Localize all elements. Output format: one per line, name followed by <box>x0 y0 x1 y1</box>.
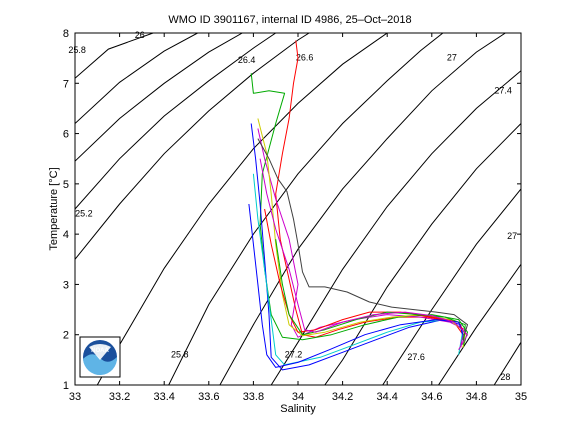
y-tick-label-5: 6 <box>63 129 69 141</box>
noaa-logo: NOAA <box>79 336 121 378</box>
y-tick-label-4: 5 <box>63 179 69 191</box>
profile-line-7 <box>264 208 466 335</box>
density-contours <box>75 33 521 385</box>
profile-line-2 <box>250 123 464 371</box>
density-label-0: 25.8 <box>68 45 86 55</box>
density-contour-2 <box>75 33 243 162</box>
x-tick-label-5: 34 <box>292 391 304 403</box>
x-tick-label-3: 33.6 <box>198 391 219 403</box>
noaa-logo-text: NOAA <box>91 348 109 354</box>
x-tick-label-9: 34.8 <box>466 391 487 403</box>
y-tick-label-3: 4 <box>63 229 69 241</box>
density-label-10: 27.6 <box>407 352 425 362</box>
density-label-4: 27 <box>447 53 457 63</box>
density-label-11: 28 <box>500 372 510 382</box>
profile-line-4 <box>257 128 466 345</box>
x-tick-label-2: 33.4 <box>153 391 174 403</box>
profile-line-1 <box>250 73 468 348</box>
y-tick-label-0: 1 <box>63 380 69 392</box>
profile-line-3 <box>252 173 464 366</box>
density-label-9: 27.2 <box>285 349 303 359</box>
density-label-1: 26 <box>135 30 145 40</box>
y-axis: 1 2 3 4 5 6 7 8 <box>63 28 521 392</box>
profile-line-6 <box>257 138 468 340</box>
x-tick-label-4: 33.8 <box>243 391 264 403</box>
density-label-8: 25.8 <box>171 349 189 359</box>
profile-line-0 <box>275 40 464 348</box>
density-contour-4 <box>75 33 310 260</box>
y-axis-label: Temperature [°C] <box>48 167 60 250</box>
density-label-3: 26.6 <box>296 53 314 63</box>
x-tick-label-8: 34.6 <box>421 391 442 403</box>
density-label-2: 26.4 <box>238 55 256 65</box>
x-axis: 33 33.2 33.4 33.6 33.8 34 34.2 34.4 34.6 34.8 35 <box>69 33 527 403</box>
profile-line-10 <box>259 158 468 351</box>
x-tick-label-10: 35 <box>515 391 527 403</box>
profile-series <box>248 40 468 371</box>
profile-line-5 <box>257 118 466 348</box>
density-contour-1 <box>75 33 198 124</box>
x-axis-label: Salinity <box>280 403 316 415</box>
y-tick-label-2: 3 <box>63 279 69 291</box>
density-label-7: 27 <box>507 231 517 241</box>
density-label-6: 25.2 <box>75 209 93 219</box>
density-contour-5 <box>96 33 388 385</box>
y-tick-label-7: 8 <box>63 28 69 40</box>
noaa-logo-gull <box>89 344 111 360</box>
density-contour-3 <box>75 33 276 210</box>
profile-line-8 <box>275 239 466 345</box>
density-contour-12 <box>493 342 521 385</box>
density-contour-0 <box>75 33 154 79</box>
chart-title: WMO ID 3901167, internal ID 4986, 25–Oct… <box>168 14 411 26</box>
density-contour-11 <box>438 264 521 385</box>
density-contour-9 <box>324 123 521 385</box>
x-tick-label-6: 34.2 <box>332 391 353 403</box>
density-contour-6 <box>168 33 444 385</box>
x-tick-label-7: 34.4 <box>376 391 397 403</box>
y-tick-label-1: 2 <box>63 330 69 342</box>
x-tick-label-1: 33.2 <box>109 391 130 403</box>
profile-line-9 <box>248 203 464 368</box>
density-labels: 25.8 26 26.4 26.6 27 27.4 25.2 27 25.8 27.2 27.6 28 <box>68 30 517 382</box>
density-contour-10 <box>382 188 521 385</box>
noaa-logo-wave <box>83 354 118 376</box>
density-label-5: 27.4 <box>494 85 512 95</box>
x-tick-label-0: 33 <box>69 391 81 403</box>
y-tick-label-6: 7 <box>63 78 69 90</box>
density-contour-8 <box>270 70 521 385</box>
